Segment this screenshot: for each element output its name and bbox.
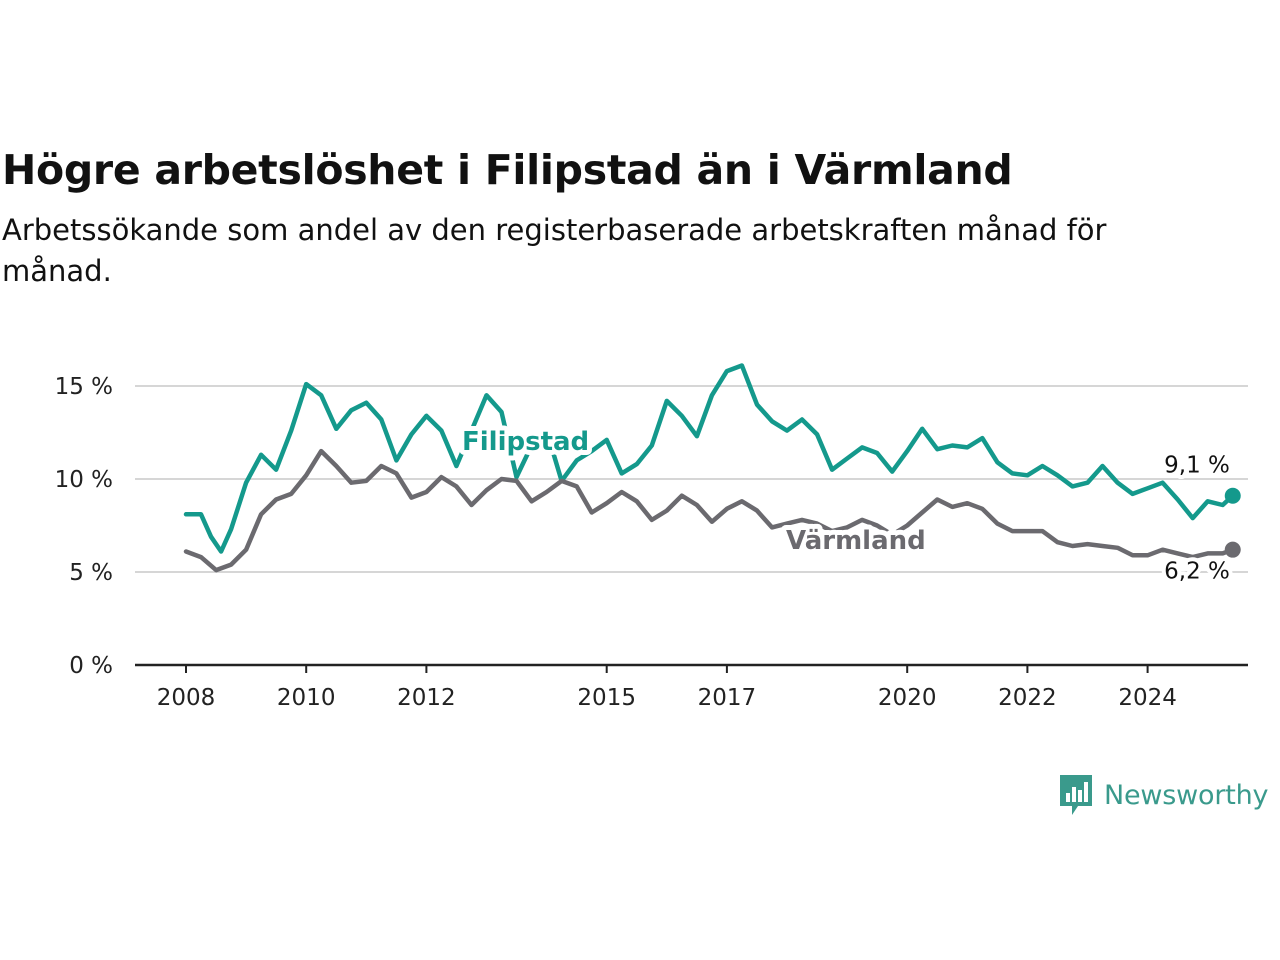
x-tick-label: 2012 xyxy=(397,685,456,711)
x-tick-label: 2008 xyxy=(157,685,216,711)
series-line-filipstad xyxy=(183,363,1235,554)
series-lines xyxy=(183,363,1241,573)
chart-title: Högre arbetslöshet i Filipstad än i Värm… xyxy=(2,146,1013,194)
x-tick-label: 2017 xyxy=(698,685,757,711)
end-point-filipstad xyxy=(1224,487,1241,504)
end-point-värmland xyxy=(1224,541,1241,558)
newsworthy-logo-icon xyxy=(1060,775,1092,815)
series-labels: Filipstad 9,1 % Värmland 6,2 % xyxy=(457,422,1234,589)
y-tick-label: 5 % xyxy=(69,560,113,586)
x-tick-label: 2010 xyxy=(277,685,336,711)
axes: 0 % 5 % 10 % 15 % 2008 2010 2012 2015 2017 2020 20… xyxy=(55,374,1248,711)
y-tick-label: 0 % xyxy=(69,653,113,679)
x-tick-label: 2024 xyxy=(1118,685,1177,711)
y-tick-label: 15 % xyxy=(55,374,113,400)
x-tick-label: 2020 xyxy=(878,685,937,711)
brand-name: Newsworthy xyxy=(1104,779,1269,811)
x-tick-label: 2015 xyxy=(577,685,636,711)
chart-subtitle: Arbetssökande som andel av den registerb… xyxy=(2,213,1107,288)
series-line-värmland xyxy=(183,448,1235,573)
series-label-filipstad: Filipstad xyxy=(462,427,589,457)
end-value-label: 6,2 % xyxy=(1164,559,1230,585)
series-label-värmland: Värmland xyxy=(786,526,926,556)
end-value-label: 9,1 % xyxy=(1164,453,1230,479)
newsworthy-brand: Newsworthy xyxy=(1058,773,1269,817)
y-tick-label: 10 % xyxy=(55,467,113,493)
x-tick-label: 2022 xyxy=(998,685,1057,711)
